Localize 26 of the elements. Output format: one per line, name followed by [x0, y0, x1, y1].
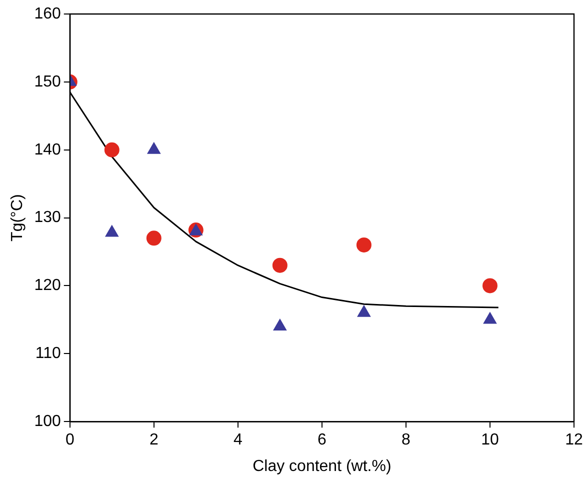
point — [483, 312, 497, 324]
point — [356, 237, 372, 252]
y-tick-label: 100 — [34, 413, 61, 430]
point — [146, 230, 162, 246]
point — [105, 225, 118, 237]
point — [482, 278, 498, 294]
x-axis-title: Clay content (wt.%) — [252, 458, 392, 475]
x-tick-label: 0 — [65, 432, 74, 449]
y-tick-label: 160 — [34, 5, 61, 22]
y-tick-label: 120 — [34, 277, 61, 294]
x-tick-label: 12 — [565, 432, 583, 449]
y-tick-label: 130 — [34, 209, 61, 226]
y-tick-label: 110 — [35, 345, 61, 362]
point — [147, 142, 160, 154]
x-tick-label: 10 — [481, 432, 499, 449]
y-axis-title: Tg(°C) — [9, 194, 26, 242]
x-tick-label: 8 — [402, 432, 411, 449]
y-tick-label: 140 — [34, 141, 61, 158]
point — [357, 305, 371, 317]
point — [104, 142, 120, 158]
point — [272, 258, 288, 273]
point — [273, 318, 286, 330]
x-tick-label: 4 — [233, 432, 242, 449]
y-tick-label: 150 — [34, 73, 61, 90]
x-tick-label: 2 — [149, 432, 158, 449]
x-tick-label: 6 — [317, 432, 326, 449]
